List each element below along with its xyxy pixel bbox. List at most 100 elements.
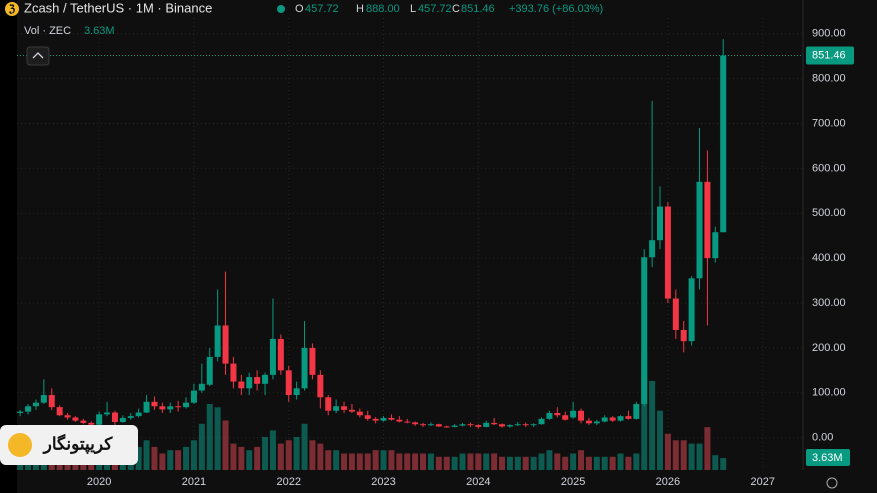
candle-body xyxy=(183,402,190,408)
volume-bar xyxy=(230,443,237,470)
candle-body xyxy=(435,424,442,427)
volume-bar xyxy=(435,456,442,470)
candle-body xyxy=(80,420,87,423)
candle-body xyxy=(175,406,182,408)
x-tick-label: 2023 xyxy=(371,476,395,488)
volume-bar xyxy=(269,430,276,470)
ohlc-label: O xyxy=(295,3,304,15)
candle-body xyxy=(720,55,727,233)
settings-icon[interactable] xyxy=(826,477,838,489)
candle-body xyxy=(412,422,419,425)
volume-bar xyxy=(522,456,529,470)
volume-bar xyxy=(459,453,466,470)
candle-body xyxy=(554,412,561,416)
candle-body xyxy=(198,383,205,391)
candle-body xyxy=(499,424,506,427)
candle-body xyxy=(104,412,111,415)
candle-body xyxy=(570,410,577,418)
candle-body xyxy=(546,412,553,419)
x-tick-label: 2025 xyxy=(561,476,585,488)
x-tick-label: 2022 xyxy=(277,476,301,488)
volume-bar xyxy=(633,453,640,470)
volume-bar xyxy=(404,453,411,470)
volume-bar xyxy=(333,450,340,470)
candle-body xyxy=(230,363,237,382)
candle-body xyxy=(301,347,308,389)
candle-body xyxy=(64,415,71,418)
volume-bar xyxy=(720,458,727,470)
candle-body xyxy=(238,381,245,389)
volume-bar xyxy=(546,450,553,470)
candle-body xyxy=(159,406,166,410)
candle-body xyxy=(427,424,434,426)
candle-body xyxy=(285,370,292,396)
volume-bar xyxy=(388,450,395,470)
candle-body xyxy=(625,416,632,419)
volume-bar xyxy=(348,453,355,470)
candle-body xyxy=(25,406,32,412)
volume-bar xyxy=(585,456,592,470)
collapse-button[interactable] xyxy=(26,46,50,66)
candle-body xyxy=(562,415,569,420)
candle-body xyxy=(688,278,695,342)
volume-bar xyxy=(514,456,521,470)
candle-body xyxy=(396,419,403,422)
volume-bar xyxy=(475,453,482,470)
y-tick-label: 300.00 xyxy=(812,297,846,309)
volume-bar xyxy=(262,437,269,470)
x-tick-label: 2024 xyxy=(466,476,490,488)
candle-body xyxy=(420,424,427,426)
candle-body xyxy=(475,425,482,427)
candle-body xyxy=(372,418,379,421)
volume-bar xyxy=(214,407,221,470)
volume-bar xyxy=(570,453,577,470)
candle-body xyxy=(578,410,585,421)
candle-body xyxy=(277,338,284,371)
ohlc-value: 888.00 xyxy=(366,3,400,15)
volume-bar xyxy=(301,423,308,470)
candle-body xyxy=(649,240,656,258)
ohlc-label: C xyxy=(452,3,460,15)
candle-body xyxy=(538,418,545,425)
volume-bar xyxy=(538,453,545,470)
candle-body xyxy=(388,417,395,420)
volume-bar xyxy=(664,433,671,470)
volume-bar xyxy=(372,450,379,470)
volume-bar xyxy=(649,380,656,470)
x-tick-label: 2026 xyxy=(656,476,680,488)
candle-body xyxy=(151,401,158,407)
volume-badge-label: 3.63M xyxy=(812,452,843,464)
candle-body xyxy=(459,424,466,426)
volume-bar xyxy=(696,443,703,470)
candle-body xyxy=(467,424,474,426)
y-tick-label: 0.00 xyxy=(812,432,833,444)
last-price-label: 851.46 xyxy=(812,49,846,61)
candle-body xyxy=(530,424,537,426)
status-dot xyxy=(277,5,285,13)
volume-bar xyxy=(420,453,427,470)
x-tick-label: 2027 xyxy=(750,476,774,488)
volume-bar xyxy=(151,446,158,470)
coin-icon xyxy=(5,2,19,16)
candle-body xyxy=(309,347,316,375)
volume-bar xyxy=(380,450,387,470)
candle-body xyxy=(246,377,253,389)
y-tick-label: 900.00 xyxy=(812,28,846,40)
candle-body xyxy=(88,422,95,425)
candle-body xyxy=(167,406,174,410)
volume-bar xyxy=(506,456,513,470)
candle-body xyxy=(380,417,387,421)
volume-bar xyxy=(657,410,664,470)
candle-body xyxy=(143,401,150,413)
last-price-badge xyxy=(806,46,854,65)
volume-bar xyxy=(396,453,403,470)
volume-bar xyxy=(135,446,142,470)
watermark-logo xyxy=(8,433,32,457)
candle-body xyxy=(325,397,332,411)
candle-body xyxy=(601,417,608,422)
collapse-icon xyxy=(32,52,44,59)
volume-bar xyxy=(578,450,585,470)
volume-bar xyxy=(277,443,284,470)
candle-body xyxy=(127,416,134,418)
